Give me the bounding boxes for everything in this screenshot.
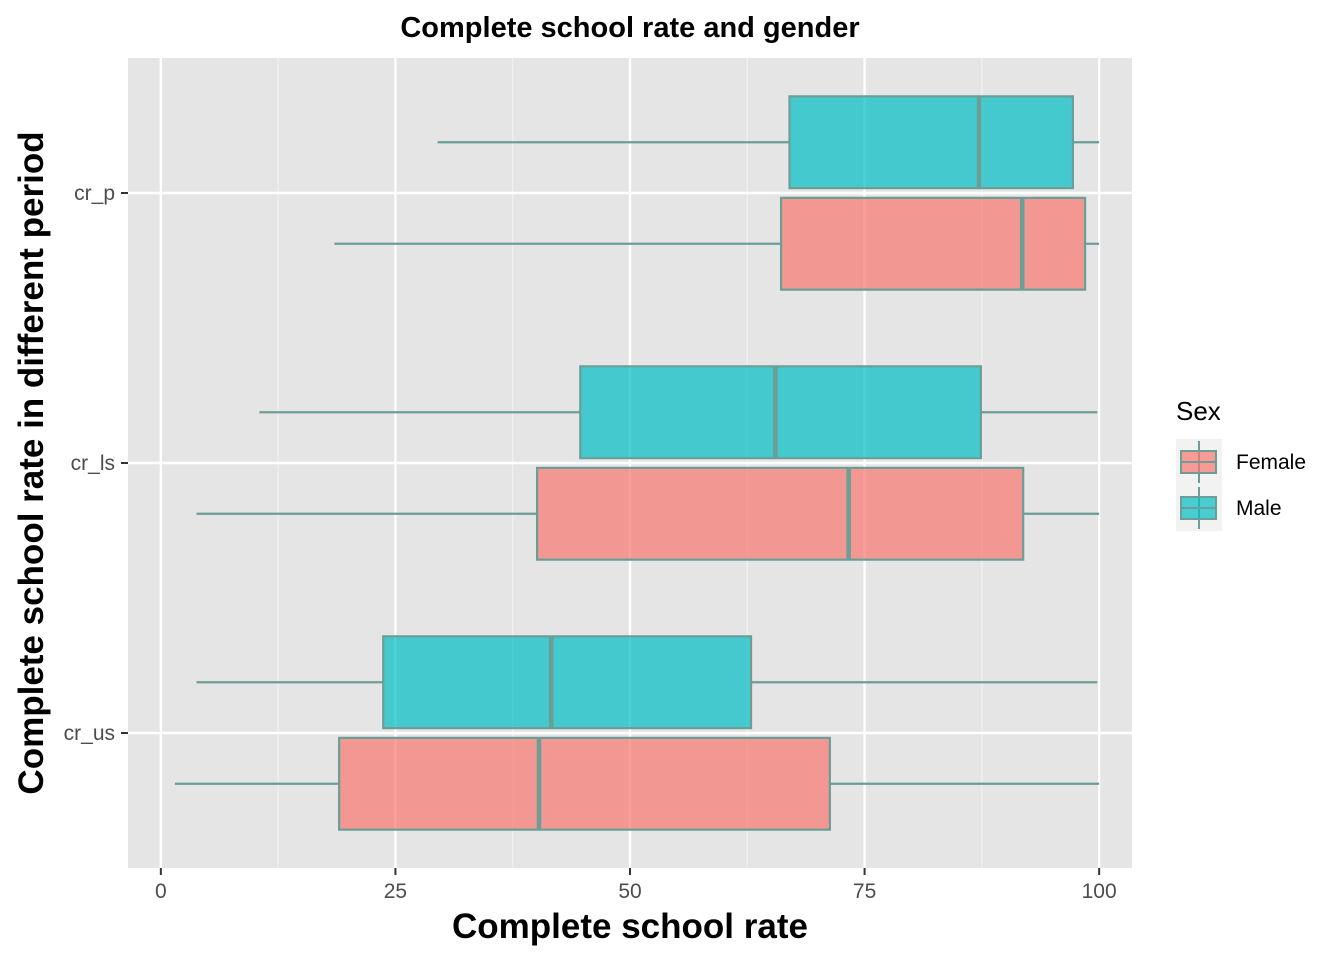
legend-item-female: Female <box>1176 439 1306 485</box>
y-tick-label: cr_p <box>74 182 115 205</box>
legend-label: Male <box>1236 497 1282 520</box>
series-female <box>174 196 1100 831</box>
legend: Sex Female Male <box>1176 396 1306 531</box>
box-cr_ls-female <box>536 466 1025 561</box>
box-cr_p-female <box>779 196 1087 291</box>
boxplot-series <box>174 95 1100 831</box>
series-male <box>196 95 1100 730</box>
box-cr_us-female <box>338 736 831 831</box>
x-tick-label: 0 <box>155 880 167 903</box>
x-tick-label: 75 <box>853 880 876 903</box>
legend-label: Female <box>1236 451 1306 474</box>
box-cr_ls-male <box>579 365 983 460</box>
x-tick-label: 50 <box>618 880 641 903</box>
y-axis: cr_us cr_ls cr_p <box>64 182 128 745</box>
legend-title: Sex <box>1176 396 1221 426</box>
x-axis: 0 25 50 75 100 <box>155 868 1117 903</box>
y-tick-label: cr_ls <box>71 452 115 475</box>
y-axis-title: Complete school rate in different period <box>12 131 51 794</box>
chart-title: Complete school rate and gender <box>400 12 859 44</box>
y-tick-label: cr_us <box>64 722 115 745</box>
legend-item-male: Male <box>1176 485 1282 531</box>
major-gridlines <box>128 58 1132 868</box>
x-tick-label: 25 <box>384 880 407 903</box>
x-axis-title: Complete school rate <box>452 907 808 946</box>
box-cr_p-male <box>788 95 1074 190</box>
box-cr_us-male <box>382 635 753 730</box>
x-tick-label: 100 <box>1082 880 1117 903</box>
